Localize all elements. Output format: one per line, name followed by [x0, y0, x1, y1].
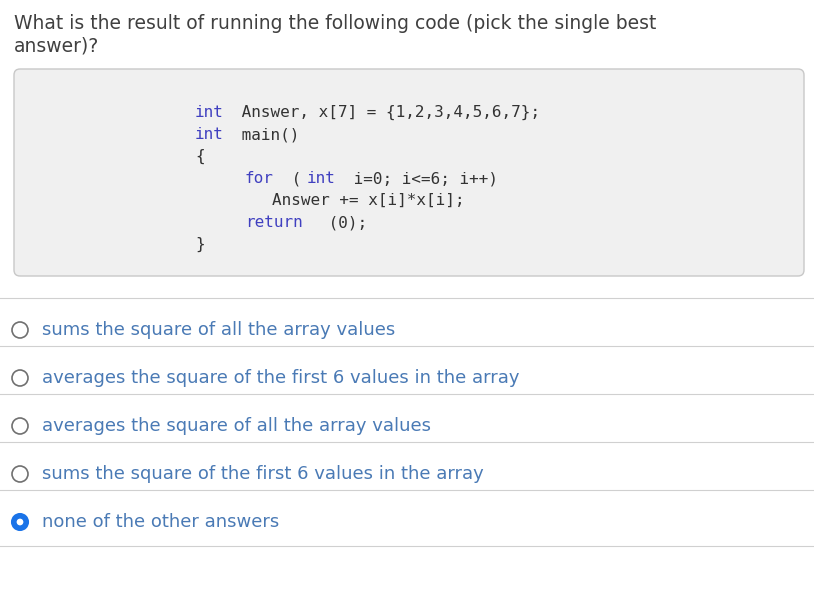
Text: sums the square of all the array values: sums the square of all the array values — [42, 321, 396, 339]
Text: averages the square of all the array values: averages the square of all the array val… — [42, 417, 431, 435]
Circle shape — [12, 514, 28, 530]
Circle shape — [12, 466, 28, 482]
Circle shape — [16, 519, 24, 525]
Text: {: { — [195, 149, 204, 164]
Text: sums the square of the first 6 values in the array: sums the square of the first 6 values in… — [42, 465, 484, 483]
Text: return: return — [245, 215, 303, 230]
Text: }: } — [195, 237, 204, 252]
Circle shape — [12, 322, 28, 338]
Text: What is the result of running the following code (pick the single best: What is the result of running the follow… — [14, 14, 656, 33]
Text: int: int — [307, 171, 335, 186]
Text: main(): main() — [232, 127, 300, 142]
Text: answer)?: answer)? — [14, 36, 99, 55]
Text: Answer, x[7] = {1,2,3,4,5,6,7};: Answer, x[7] = {1,2,3,4,5,6,7}; — [232, 105, 540, 120]
Text: (0);: (0); — [319, 215, 367, 230]
Text: Answer += x[i]*x[i];: Answer += x[i]*x[i]; — [195, 193, 465, 208]
Text: int: int — [195, 127, 224, 142]
FancyBboxPatch shape — [14, 69, 804, 276]
Circle shape — [12, 370, 28, 386]
Text: i=0; i<=6; i++): i=0; i<=6; i++) — [344, 171, 498, 186]
Text: int: int — [195, 105, 224, 120]
Text: for: for — [245, 171, 274, 186]
Text: none of the other answers: none of the other answers — [42, 513, 279, 531]
Circle shape — [12, 418, 28, 434]
Text: (: ( — [282, 171, 301, 186]
Text: averages the square of the first 6 values in the array: averages the square of the first 6 value… — [42, 369, 519, 387]
